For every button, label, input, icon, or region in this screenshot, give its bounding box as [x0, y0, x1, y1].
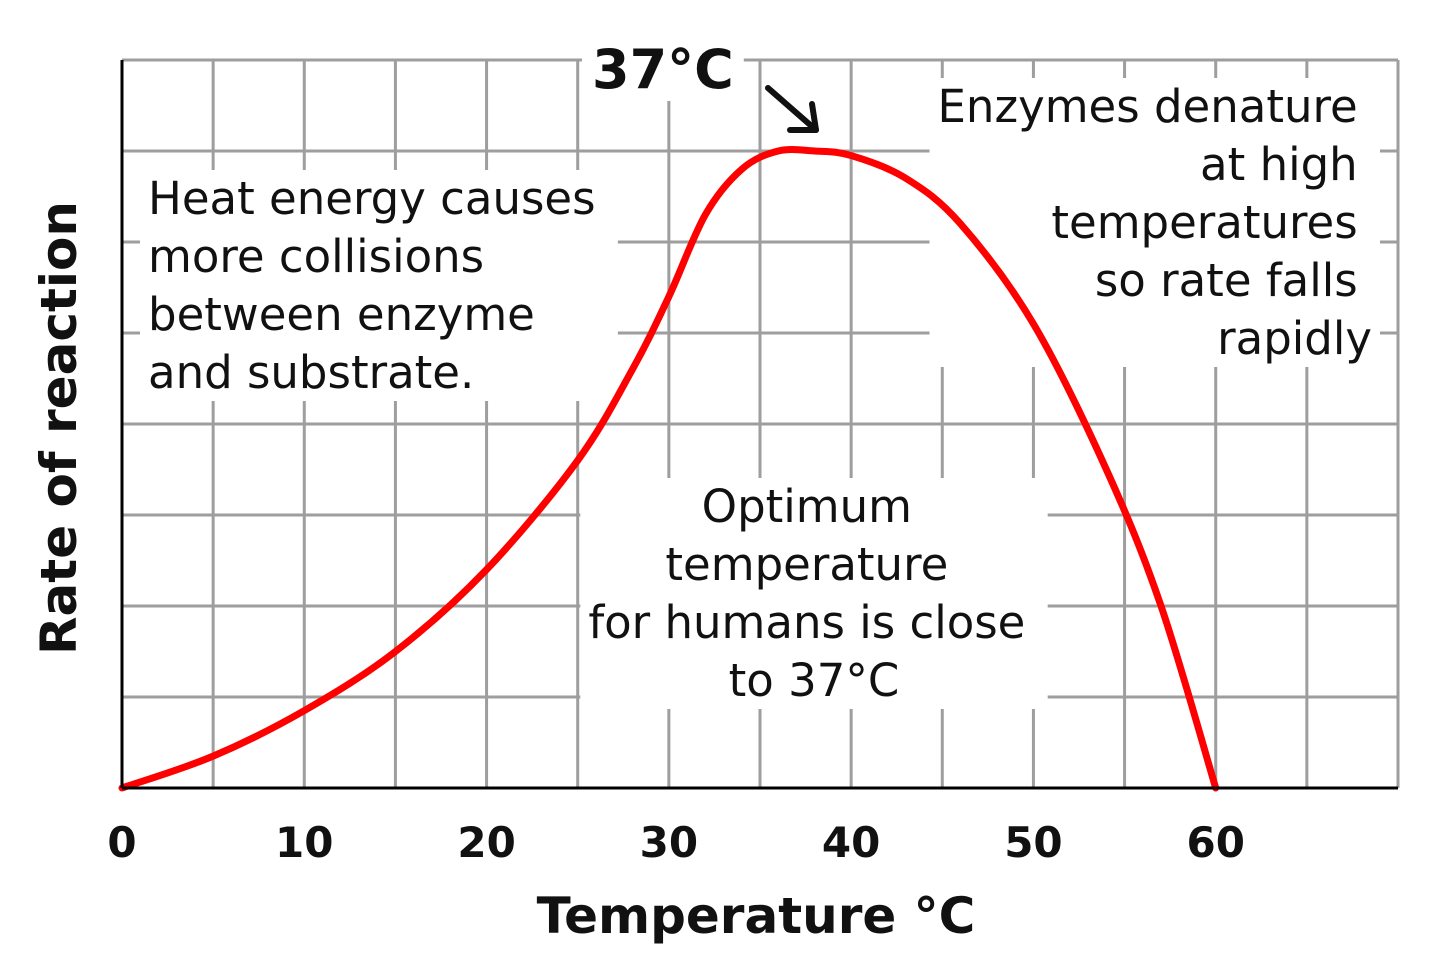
annotation-center-line: Optimum — [702, 480, 912, 533]
annotation-right-line: so rate falls — [1095, 254, 1358, 307]
annotation-center: Optimum temperature for humans is close … — [588, 480, 1039, 707]
x-tick-label: 10 — [275, 818, 333, 867]
annotation-right-line: rapidly — [1217, 312, 1372, 365]
axes — [120, 60, 1398, 790]
annotation-center-line: for humans is close — [588, 596, 1025, 649]
annotation-left-line: Heat energy causes — [148, 172, 596, 225]
y-axis-title: Rate of reaction — [30, 201, 88, 655]
annotation-center-line: to 37°C — [729, 654, 900, 707]
series-line — [118, 145, 1220, 792]
x-tick-label: 50 — [1004, 818, 1062, 867]
annotation-left-line: and substrate. — [148, 346, 474, 399]
annotation-left: Heat energy causes more collisions betwe… — [148, 172, 610, 399]
annotation-center-line: temperature — [665, 538, 948, 591]
x-tick-label: 60 — [1186, 818, 1244, 867]
x-tick-label: 20 — [457, 818, 515, 867]
x-tick-label: 0 — [107, 818, 136, 867]
annotations: Heat energy causes more collisions betwe… — [140, 78, 1380, 709]
peak-arrow-icon — [765, 85, 819, 133]
x-axis-title: Temperature °C — [537, 887, 976, 945]
annotation-right-line: Enzymes denature — [938, 80, 1358, 133]
annotation-right: Enzymes denature at high temperatures so… — [938, 80, 1373, 365]
peak-label: 37°C — [592, 38, 734, 101]
annotation-background — [140, 170, 618, 401]
x-tick-label: 30 — [640, 818, 698, 867]
x-tick-labels: 0 10 20 30 40 50 60 — [107, 818, 1245, 867]
annotation-left-line: more collisions — [148, 230, 484, 283]
x-tick-label: 40 — [822, 818, 880, 867]
peak-label-background — [582, 38, 744, 101]
annotation-left-line: between enzyme — [148, 288, 535, 341]
annotation-right-line: at high — [1200, 138, 1358, 191]
annotation-right-line: temperatures — [1051, 196, 1357, 249]
annotation-background — [929, 78, 1380, 367]
annotation-background — [580, 478, 1048, 709]
